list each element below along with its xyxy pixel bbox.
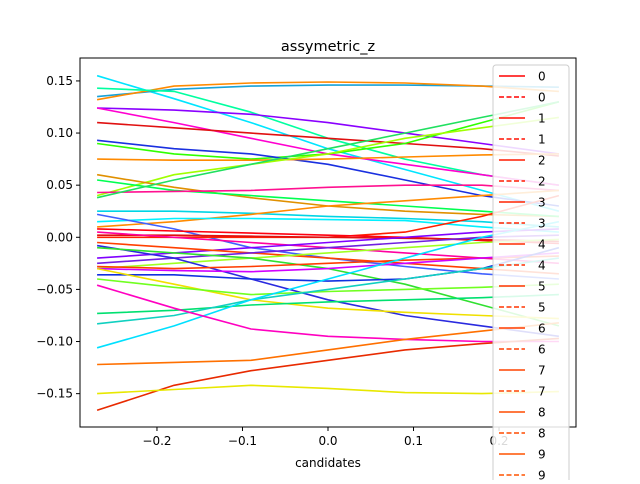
legend-label: 5 xyxy=(538,301,546,315)
series-line-17 xyxy=(97,217,559,233)
legend: 0 0 1 1 2 2 3 3 4 4 5 5 6 6 7 7 8 8 9 9 xyxy=(492,64,570,484)
series-line-23 xyxy=(97,228,559,259)
series-line-37 xyxy=(96,284,559,343)
series-line-15 xyxy=(97,210,559,228)
series-line-16 xyxy=(97,189,559,228)
series-line-12 xyxy=(96,179,559,218)
legend-label: 0 xyxy=(538,91,546,105)
series-line-5 xyxy=(96,107,560,186)
series-line-40 xyxy=(97,384,559,395)
legend-label: 3 xyxy=(538,196,546,210)
series-line-3 xyxy=(97,87,560,186)
y-tick-label: −0.10 xyxy=(36,335,73,349)
x-tick-label: −0.2 xyxy=(142,434,171,448)
legend-label: 4 xyxy=(538,259,546,273)
series-line-38 xyxy=(97,322,559,366)
series-line-39 xyxy=(96,337,559,412)
x-tick-label: 0.1 xyxy=(404,434,423,448)
y-tick-label: 0.10 xyxy=(46,126,73,140)
y-tick-label: 0.05 xyxy=(46,178,73,192)
series-line-27 xyxy=(96,244,560,338)
legend-label: 8 xyxy=(538,406,546,420)
series-line-32 xyxy=(96,267,559,320)
series-line-21 xyxy=(97,234,559,243)
legend-box xyxy=(492,64,570,484)
series-line-2 xyxy=(96,81,559,101)
x-tick-label: −0.1 xyxy=(228,434,257,448)
legend-label: 3 xyxy=(538,217,546,231)
legend-label: 2 xyxy=(538,175,546,189)
legend-label: 8 xyxy=(538,427,546,441)
series-line-6 xyxy=(97,121,559,157)
legend-label: 4 xyxy=(538,238,546,252)
series-line-26 xyxy=(97,238,559,270)
series-line-33 xyxy=(97,278,559,296)
series-line-4 xyxy=(97,107,560,155)
legend-label: 6 xyxy=(538,322,546,336)
x-axis-label: candidates xyxy=(295,456,361,470)
legend-label: 0 xyxy=(538,70,546,84)
legend-label: 1 xyxy=(538,112,546,126)
legend-label: 6 xyxy=(538,343,546,357)
series-line-9 xyxy=(97,153,559,161)
legend-label: 1 xyxy=(538,133,546,147)
legend-label: 5 xyxy=(538,280,546,294)
series-line-10 xyxy=(96,116,560,197)
y-tick-label: 0.15 xyxy=(46,74,73,88)
legend-label: 2 xyxy=(538,154,546,168)
y-tick-label: −0.05 xyxy=(36,282,73,296)
legend-label: 7 xyxy=(538,364,546,378)
legend-label: 9 xyxy=(538,448,546,462)
series-line-35 xyxy=(97,257,560,325)
series-line-34 xyxy=(97,293,559,315)
series-line-20 xyxy=(97,228,559,245)
series-line-36 xyxy=(96,220,560,349)
y-tick-label: 0.00 xyxy=(46,230,73,244)
series-line-14 xyxy=(96,101,560,199)
chart-title: assymetric_z xyxy=(281,39,375,55)
series-line-13 xyxy=(97,184,559,194)
y-tick-label: −0.15 xyxy=(36,387,73,401)
series-line-30 xyxy=(97,252,559,273)
x-tick-label: 0.0 xyxy=(318,434,337,448)
legend-label: 9 xyxy=(538,469,546,481)
legend-label: 7 xyxy=(538,385,546,399)
